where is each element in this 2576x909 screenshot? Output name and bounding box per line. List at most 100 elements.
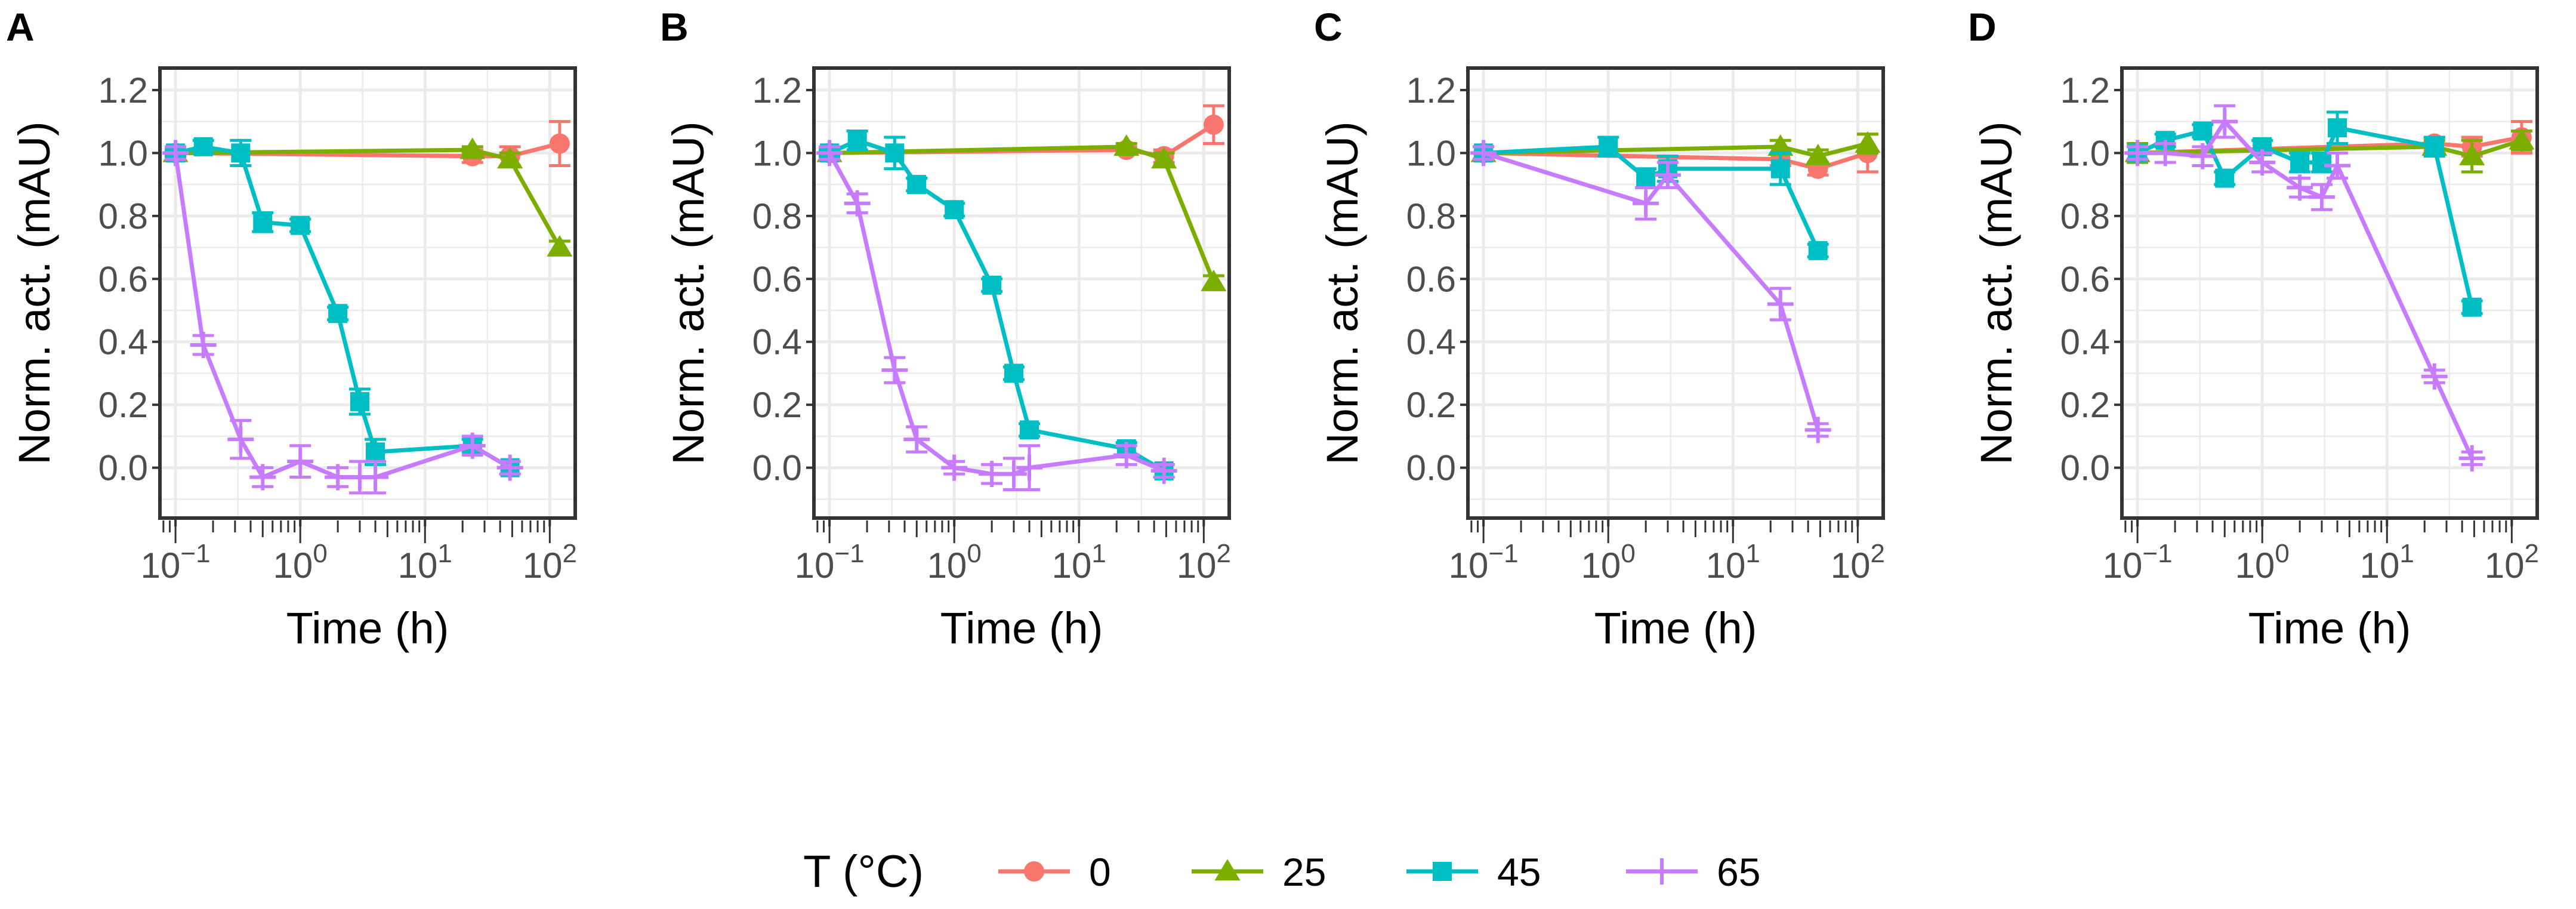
panel-a-series-65: [162, 140, 523, 495]
data-point: [249, 464, 276, 491]
x-tick-label: 102: [523, 539, 577, 586]
series-line: [175, 144, 511, 470]
data-point: [549, 133, 570, 154]
series-line: [828, 152, 1165, 476]
x-tick-exponent: 1: [2399, 539, 2414, 568]
data-point: [1654, 162, 1681, 189]
x-tick-label: 101: [2360, 539, 2414, 586]
series-line: [2137, 138, 2522, 159]
legend-label: 25: [1282, 850, 1326, 894]
data-point: [1808, 241, 1828, 260]
y-tick-label: 1.2: [2060, 70, 2110, 110]
y-tick-label: 0.4: [2060, 322, 2110, 362]
series-line: [1483, 141, 1868, 159]
legend-item-65: 65: [1626, 850, 1760, 894]
x-tick-base: 10: [398, 546, 438, 586]
data-point: [1151, 147, 1177, 169]
x-tick-label: 10−1: [2103, 539, 2173, 586]
y-tick-label: 0.0: [1406, 448, 1456, 488]
y-tick-label: 0.0: [98, 448, 148, 488]
data-point: [1599, 137, 1618, 156]
y-tick-label: 0.8: [98, 196, 148, 236]
x-tick-base: 10: [927, 546, 967, 586]
series-line: [173, 152, 511, 479]
y-tick-label: 1.0: [2060, 133, 2110, 173]
x-tick-label: 100: [2235, 539, 2290, 586]
x-tick-exponent: 2: [1216, 539, 1230, 568]
legend-key-marker: [1433, 862, 1452, 881]
legend-label: 0: [1089, 850, 1111, 894]
data-point: [193, 137, 213, 156]
panel-a-series-45: [165, 137, 521, 477]
x-tick-label: 100: [1581, 539, 1636, 586]
data-point: [885, 143, 905, 163]
data-point: [459, 432, 486, 459]
y-tick-label: 0.2: [752, 385, 802, 425]
data-point: [1203, 114, 1224, 135]
x-tick-label: 10−1: [1449, 539, 1519, 586]
panel-c-series-65: [1470, 140, 1831, 443]
data-point: [2459, 143, 2485, 165]
x-tick-base: 10: [141, 546, 181, 586]
data-point: [1770, 159, 1790, 178]
data-point: [350, 392, 369, 411]
y-tick-label: 0.8: [1406, 196, 1456, 236]
x-tick-base: 10: [2360, 546, 2400, 586]
data-point: [1805, 143, 1831, 165]
data-point: [2458, 445, 2485, 472]
x-tick-exponent: −1: [2142, 539, 2172, 568]
data-point: [2324, 152, 2351, 179]
panel-c-label: C: [1314, 5, 1343, 49]
x-tick-label: 101: [398, 539, 452, 586]
x-tick-exponent: −1: [1488, 539, 1518, 568]
series-line: [175, 147, 562, 249]
x-tick-base: 10: [523, 546, 563, 586]
panel-b-label: B: [660, 5, 689, 49]
data-point: [2421, 363, 2448, 390]
data-point: [291, 215, 310, 235]
data-point: [1020, 420, 1039, 440]
legend-label: 65: [1717, 850, 1760, 894]
data-point: [2328, 118, 2347, 138]
x-tick-exponent: 1: [1091, 539, 1106, 568]
data-point: [816, 140, 843, 167]
data-point: [1113, 134, 1140, 156]
panel-d-series-65: [2124, 104, 2485, 472]
data-point: [844, 190, 871, 217]
data-point: [1855, 131, 1881, 153]
x-tick-label: 10−1: [141, 539, 211, 586]
legend-key-marker: [1214, 859, 1241, 881]
y-tick-label: 0.6: [98, 259, 148, 299]
x-axis-title: Time (h): [2248, 603, 2411, 653]
y-tick-label: 0.6: [752, 259, 802, 299]
data-point: [227, 426, 254, 453]
data-point: [903, 426, 930, 453]
y-tick-label: 0.4: [752, 322, 802, 362]
x-tick-exponent: 1: [1745, 539, 1760, 568]
x-tick-label: 102: [1177, 539, 1231, 586]
data-point: [1016, 454, 1043, 481]
data-point: [1633, 190, 1659, 217]
x-tick-exponent: −1: [834, 539, 864, 568]
data-point: [941, 454, 968, 481]
y-tick-label: 1.2: [752, 70, 802, 110]
data-point: [881, 357, 908, 384]
x-tick-base: 10: [273, 546, 313, 586]
data-point: [253, 212, 273, 232]
data-point: [287, 448, 314, 475]
data-point: [1201, 269, 1227, 291]
panel-b-border: [812, 66, 1231, 520]
y-axis-title: Norm. act. (mAU): [1318, 121, 1367, 465]
data-point: [2308, 184, 2335, 211]
data-point: [847, 131, 867, 150]
x-axis-title: Time (h): [940, 603, 1103, 653]
data-point: [1767, 291, 1794, 318]
data-point: [2124, 140, 2151, 167]
panel-d-label: D: [1968, 5, 1997, 49]
data-point: [2462, 297, 2482, 317]
legend-key-marker: [1024, 861, 1044, 882]
x-tick-base: 10: [1706, 546, 1746, 586]
y-tick-label: 0.8: [752, 196, 802, 236]
data-point: [190, 332, 217, 358]
